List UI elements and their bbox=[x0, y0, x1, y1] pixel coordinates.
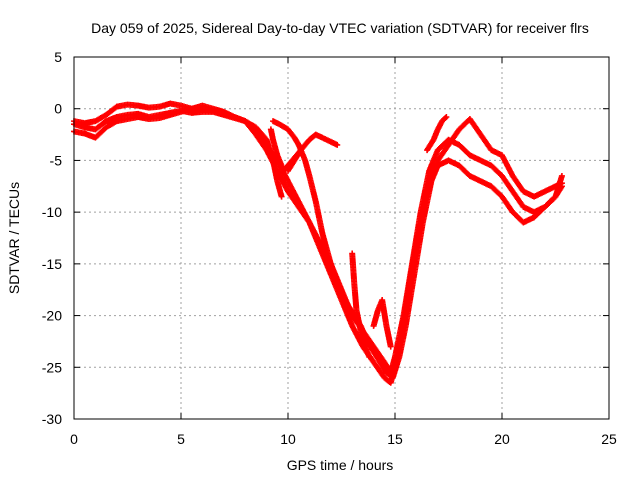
series-sat-h bbox=[424, 113, 450, 154]
y-tick-label: 5 bbox=[54, 49, 62, 65]
series-sat-g bbox=[370, 297, 394, 350]
y-tick-label: 0 bbox=[54, 101, 62, 117]
y-tick-label: -25 bbox=[42, 359, 62, 375]
grid-lines bbox=[74, 57, 609, 419]
data-marks bbox=[71, 100, 565, 386]
data-point-marker bbox=[297, 147, 304, 154]
x-tick-label: 0 bbox=[70, 431, 78, 447]
series-sat-i bbox=[267, 126, 304, 174]
series-sat-f bbox=[349, 250, 373, 360]
y-tick-label: -10 bbox=[42, 204, 62, 220]
data-point-marker bbox=[334, 141, 341, 148]
x-tick-label: 20 bbox=[494, 431, 510, 447]
data-point-marker bbox=[278, 193, 285, 200]
y-tick-label: -30 bbox=[42, 411, 62, 427]
data-point-marker bbox=[366, 353, 373, 360]
series-sat-a bbox=[71, 107, 285, 200]
x-tick-label: 5 bbox=[177, 431, 185, 447]
data-point-marker bbox=[296, 148, 303, 155]
x-tick-label: 10 bbox=[280, 431, 296, 447]
series-sat-e bbox=[285, 131, 341, 174]
data-point-marker bbox=[443, 113, 450, 120]
x-axis-label: GPS time / hours bbox=[287, 457, 394, 473]
y-axis-label: SDTVAR / TECUs bbox=[6, 182, 22, 294]
x-tick-label: 25 bbox=[601, 431, 617, 447]
chart-title: Day 059 of 2025, Sidereal Day-to-day VTE… bbox=[91, 20, 589, 36]
data-point-marker bbox=[387, 343, 394, 350]
series-sat-c bbox=[71, 100, 565, 376]
data-point-marker bbox=[558, 172, 565, 179]
x-tick-label: 15 bbox=[387, 431, 403, 447]
y-tick-label: -5 bbox=[50, 152, 63, 168]
axis-ticks: 0 5 10 15 20 25 5 0 -5 -10 -15 -20 -25 -30 bbox=[42, 49, 617, 447]
y-tick-label: -15 bbox=[42, 256, 62, 272]
data-point-marker bbox=[442, 115, 449, 122]
plot-frame bbox=[73, 56, 610, 420]
series-sat-d bbox=[270, 118, 565, 381]
y-tick-label: -20 bbox=[42, 308, 62, 324]
